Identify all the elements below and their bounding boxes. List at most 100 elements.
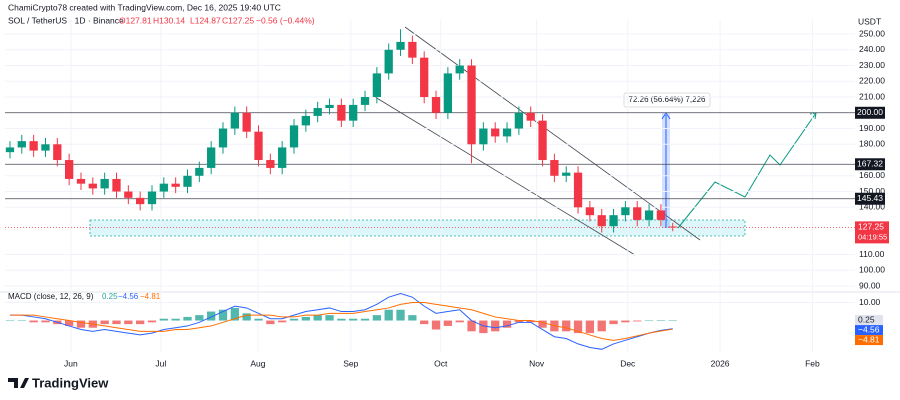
candle-body [17,141,26,148]
macd-histogram-bar [538,320,547,328]
macd-value-box [855,315,883,326]
x-tick-label: Sep [343,358,358,368]
candle-body [443,73,453,113]
macd-histogram-bar [573,320,583,334]
macd-value: −4.56 [118,292,139,301]
macd-histogram-bar [349,318,358,321]
macd-histogram-bar [609,320,618,325]
level-label-box [855,192,885,205]
logo-text: TradingView [32,375,109,390]
macd-value-box [855,335,883,346]
candle-body [396,41,405,50]
y-tick-label: 110.00 [859,249,885,259]
last-price-box [855,221,889,244]
macd-histogram-bar [372,315,382,321]
macd-histogram-bar [455,320,464,323]
macd-value-label: 0.25 [858,314,875,324]
measure-label-box [623,92,711,108]
macd-histogram-bar [17,320,26,322]
candle-body [526,112,535,121]
x-tick-label: Oct [434,358,448,368]
candle-body [112,178,121,192]
last-price-label: 127.25 [858,222,884,232]
candle-body [159,183,168,192]
candle-body [573,172,583,208]
ohlc-value: C127.25 [222,15,254,25]
macd-histogram-bar [502,320,512,328]
candle-body [218,128,228,148]
candle-body [656,210,666,220]
macd-histogram-bar [112,320,121,325]
y-tick-label: 100.00 [859,265,885,275]
x-tick-label: Dec [620,358,636,368]
macd-histogram-bar [491,320,500,332]
candle-body [502,128,512,137]
candle-body [29,141,38,151]
candle-body [41,144,50,151]
macd-histogram-bar [183,316,192,321]
macd-histogram-bar [254,318,263,321]
x-tick-label: Jul [155,358,166,368]
ohlc-value: −0.56 (−0.44%) [256,15,315,25]
candle-body [384,49,393,74]
macd-line [9,302,673,341]
candle-body [491,128,500,137]
macd-histogram-bar [159,318,168,321]
candle-body [337,104,346,121]
y-tick-label: 220.00 [859,76,885,86]
y-tick-label: 230.00 [859,60,885,70]
level-label: 200.00 [857,107,883,117]
measure-label: 72.26 (56.64%) 7,226 [629,95,706,104]
level-label: 145.43 [857,193,883,203]
macd-histogram-bar [408,315,417,321]
macd-histogram-bar [621,320,630,323]
signal-value: −4.81 [140,292,161,301]
candle-body [408,41,417,58]
macd-histogram-bar [313,315,322,321]
macd-histogram-bar [242,313,251,321]
candle-body [420,57,429,98]
channel-upper [404,26,701,241]
macd-title: MACD (close, 12, 26, 9) [8,292,94,301]
candle-body [313,108,322,116]
y-tick-label: 150.00 [859,186,885,196]
candle-body [644,210,654,220]
x-tick-label: 2026 [711,358,730,368]
macd-histogram-bar [396,309,405,321]
macd-histogram-bar [195,315,204,321]
candle-body [621,207,630,216]
candle-body [171,183,180,187]
macd-histogram-bar [562,320,571,332]
candle-body [633,207,642,220]
candle-body [597,215,606,227]
macd-histogram-bar [644,320,654,322]
level-label-box [855,158,885,171]
y-tick-label: 140.00 [859,202,885,212]
candle-body [585,207,595,216]
y-tick-label: 160.00 [859,170,885,180]
x-tick-label: Feb [805,358,820,368]
macd-histogram-bar [5,320,15,322]
candle-body [514,112,524,129]
macd-histogram-bar [479,320,488,334]
macd-hist-value: 0.25 [102,292,118,301]
candle-body [372,73,382,98]
macd-histogram-bar [668,320,677,321]
macd-histogram-bar [597,320,606,332]
macd-histogram-bar [360,318,370,321]
macd-histogram-bar [147,320,157,323]
ohlc-value: L124.87 [190,15,221,25]
currency: USDT [858,16,881,26]
level-label-box [855,106,885,119]
macd-tick-label: 10.00 [859,297,881,307]
macd-histogram-bar [337,318,346,321]
ohlc-value: H130.14 [153,15,185,25]
macd-histogram-bar [514,320,524,323]
candle-body [550,160,559,176]
candle-body [609,215,618,227]
candle-body [301,115,310,126]
macd-histogram-bar [325,315,334,321]
candle-body [289,125,299,148]
countdown: 04:19:55 [858,232,887,241]
